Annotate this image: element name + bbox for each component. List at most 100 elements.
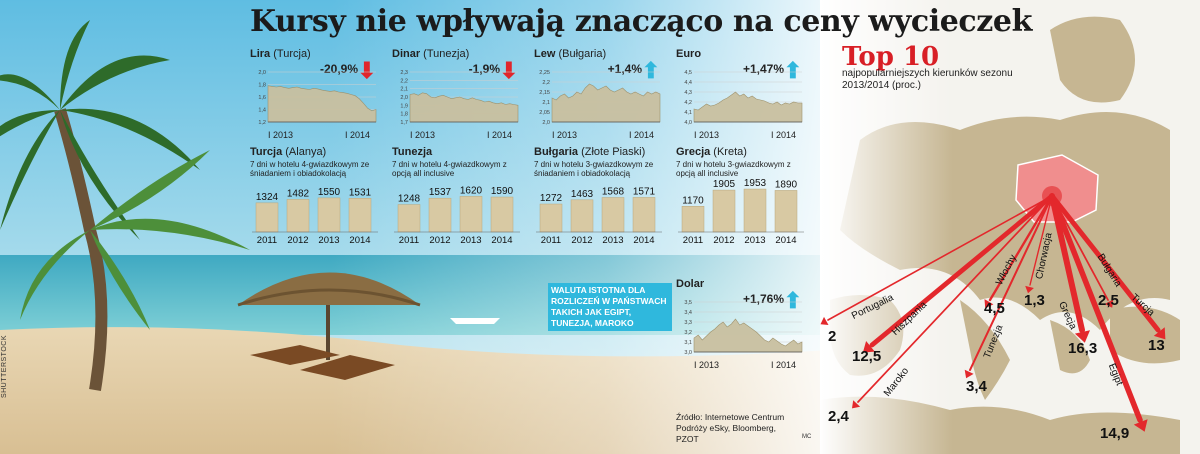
y-tick-label: 3,1 — [684, 340, 692, 346]
arrow-chorwacja — [1029, 195, 1053, 286]
y-tick-label: 3,0 — [684, 350, 692, 356]
x-tick-label: I 2014 — [486, 130, 512, 140]
currency-change: +1,4% — [607, 62, 642, 76]
destination-bar-chart: 1324 2011 1482 2012 1550 2013 1531 2014 — [252, 187, 378, 246]
y-tick-label: 4,0 — [684, 120, 692, 126]
palm-tree — [0, 20, 250, 391]
boat — [450, 318, 500, 324]
currency-country: (Tunezja) — [420, 48, 470, 60]
top10-value: 12,5 — [852, 348, 882, 365]
bar-value-label: 1590 — [491, 186, 514, 197]
y-tick-label: 2,3 — [400, 70, 408, 76]
destination-bar-chart: 1170 2011 1905 2012 1953 2013 1890 2014 — [678, 178, 804, 246]
bar-value-label: 1170 — [682, 195, 704, 206]
destination-panel-0: Turcja (Alanya) 7 dni w hotelu 4-gwiazdko… — [250, 146, 380, 256]
currency-panel-0: Lira (Turcja) -20,9% ⬇ 2,0 1,8 1,6 1,4 1,2 I 201… — [250, 48, 378, 143]
arrow-up-icon: ⬆ — [641, 58, 660, 83]
destination-title: Tunezja — [392, 146, 432, 158]
top10-value: 3,4 — [966, 378, 987, 395]
arrowhead-icon — [820, 316, 829, 325]
arrowhead-icon — [852, 400, 861, 409]
currency-panel-1: Dinar (Tunezja) -1,9% ⬇ 2,3 2,2 2,1 2,0 1,9 1,8 1… — [392, 48, 520, 143]
arrow-maroko — [857, 195, 1053, 403]
arrow-down-icon: ⬇ — [499, 58, 518, 83]
arrow-up-icon: ⬆ — [783, 58, 802, 83]
bar-value-label: 1620 — [460, 185, 483, 196]
currency-title: Lira (Turcja) — [250, 48, 311, 60]
y-tick-label: 2,1 — [542, 100, 550, 106]
y-tick-label: 4,4 — [684, 80, 692, 86]
destination-title: Grecja (Kreta) — [676, 146, 747, 158]
destination-description: 7 dni w hotelu 4-gwiazdkowym z opcją all… — [392, 160, 507, 178]
currency-note: WALUTA ISTOTNA DLA ROZLICZEŃ W PAŃSTWACH… — [548, 283, 672, 331]
x-tick-label: 2014 — [633, 235, 654, 246]
x-tick-label: I 2013 — [410, 130, 436, 140]
x-tick-label: 2011 — [399, 235, 419, 246]
destination-title: Turcja (Alanya) — [250, 146, 326, 158]
destination-bar-chart: 1272 2011 1463 2012 1568 2013 1571 2014 — [536, 186, 662, 246]
destination-panel-1: Tunezja 7 dni w hotelu 4-gwiazdkowym z op… — [392, 146, 522, 256]
bar-value-label: 1463 — [571, 189, 594, 200]
currency-change: +1,47% — [742, 62, 784, 76]
destination-name: Grecja — [676, 146, 711, 158]
y-tick-label: 1,8 — [400, 112, 408, 118]
x-tick-label: 2012 — [713, 235, 734, 246]
bar-value-label: 1537 — [429, 187, 452, 198]
currency-name: Euro — [676, 48, 702, 60]
arrow-hiszpania — [869, 193, 1055, 348]
y-tick-label: 2,2 — [400, 78, 408, 84]
arrowhead-icon — [862, 341, 875, 353]
x-tick-label: 2011 — [683, 235, 703, 246]
currency-change: -20,9% — [319, 62, 358, 76]
currency-title: Dinar (Tunezja) — [392, 48, 469, 60]
top10-value: 16,3 — [1068, 340, 1098, 357]
x-tick-label: I 2013 — [552, 130, 578, 140]
y-tick-label: 1,9 — [400, 103, 408, 109]
y-tick-label: 1,6 — [258, 95, 266, 101]
currency-series-area — [267, 85, 377, 123]
destination-panel-2: Bułgaria (Złote Piaski) 7 dni w hotelu 3-… — [534, 146, 664, 256]
arrow-down-icon: ⬇ — [357, 58, 376, 83]
arrow-włochy — [988, 194, 1054, 302]
bar-value-label: 1953 — [744, 178, 767, 189]
y-tick-label: 4,5 — [684, 70, 692, 76]
y-tick-label: 2,25 — [539, 70, 550, 76]
y-tick-label: 3,2 — [684, 330, 692, 336]
x-tick-label: 2014 — [349, 235, 370, 246]
bar-value-label: 1248 — [398, 194, 421, 205]
destination-title: Bułgaria (Złote Piaski) — [534, 146, 645, 158]
x-tick-label: I 2014 — [628, 130, 654, 140]
bar-value-label: 1531 — [349, 187, 372, 198]
x-tick-label: 2012 — [429, 235, 450, 246]
bar-value-label: 1568 — [602, 187, 625, 198]
y-tick-label: 3,4 — [684, 310, 692, 316]
author-credit: MC — [802, 434, 812, 440]
page-title: Kursy nie wpływają znacząco na ceny wyci… — [250, 4, 1032, 39]
top10-value: 14,9 — [1100, 425, 1130, 442]
destination-description: 7 dni w hotelu 3-gwiazdkowym z opcją all… — [676, 160, 791, 178]
x-tick-label: I 2013 — [694, 360, 720, 370]
bar-value-label: 1272 — [540, 193, 563, 204]
currency-line-chart: 2,25 2,2 2,15 2,1 2,05 2,0 — [539, 70, 661, 126]
currency-title: Dolar — [676, 278, 704, 290]
currency-title: Euro — [676, 48, 701, 60]
destination-name: Bułgaria — [534, 146, 579, 158]
arrow-grecja — [1049, 193, 1085, 333]
top10-value: 2,5 — [1098, 292, 1119, 309]
y-tick-label: 3,3 — [684, 320, 692, 326]
currency-title: Lew (Bułgaria) — [534, 48, 606, 60]
currency-series-area — [693, 91, 803, 123]
bar-value-label: 1550 — [318, 187, 341, 198]
y-tick-label: 2,15 — [539, 90, 550, 96]
currency-series-area — [551, 83, 661, 123]
x-tick-label: 2013 — [602, 235, 623, 246]
y-tick-label: 4,3 — [684, 90, 692, 96]
x-tick-label: 2011 — [541, 235, 561, 246]
sun-loungers — [250, 345, 395, 380]
currency-change: +1,76% — [742, 292, 784, 306]
currency-panel-4: Dolar +1,76% ⬆ 3,5 3,4 3,3 3,2 3,1 3,0 I 2013 I 20… — [676, 278, 804, 373]
bar-value-label: 1482 — [287, 188, 310, 199]
y-tick-label: 2,0 — [258, 70, 266, 76]
top10-value: 2,4 — [828, 408, 849, 425]
